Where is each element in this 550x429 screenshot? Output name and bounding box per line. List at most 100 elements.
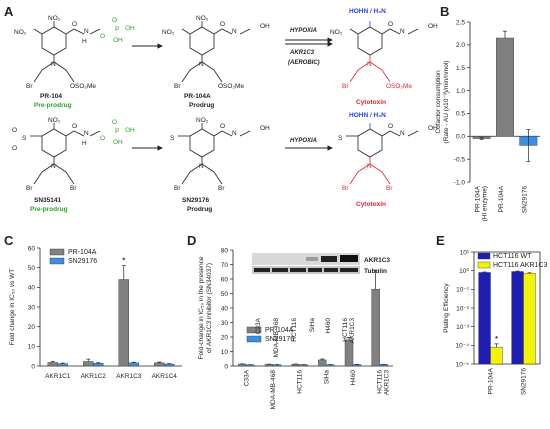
- y-tick-label: 60: [221, 276, 229, 283]
- legend-label-hct116-akr1c3: HCT116 AKR1C3: [493, 262, 547, 269]
- svg-text:NO₂: NO₂: [162, 29, 175, 36]
- y-tick-label: 70: [221, 262, 229, 269]
- svg-text:N: N: [199, 61, 204, 68]
- chart-cofactor-consumption: -1.0 -0.5 0.0 0.5 1.0 1.5 2.0 2.5 Cofactor consu…: [435, 19, 540, 221]
- bar-pr-104a-akr1c4: [154, 362, 165, 367]
- svg-text:H: H: [82, 38, 87, 45]
- blot-lane-label-hct116: HCT116: [291, 318, 298, 342]
- bar-hct116-wt-sn29176: [511, 271, 524, 365]
- blot-bands-tubulin: [254, 268, 358, 272]
- legend-label-hct116-wt: HCT116 WT: [493, 253, 532, 260]
- blot-label-akr1c3: AKR1C3: [364, 257, 390, 264]
- svg-text:OH: OH: [125, 25, 135, 32]
- svg-text:O: O: [112, 119, 117, 126]
- svg-text:OH: OH: [428, 23, 438, 30]
- legend-swatch-sn29176: [49, 257, 65, 265]
- structure-cytotoxin2: [346, 123, 419, 185]
- y-tick-label: 0.5: [456, 111, 465, 118]
- svg-text:N: N: [51, 61, 56, 68]
- y-tick-label: 0: [31, 363, 35, 370]
- bar-sn29176-akr1c3: [128, 362, 139, 367]
- y-axis-label: of AKR1C3 inhibitor (SN34037): [206, 263, 213, 353]
- svg-text:Br: Br: [26, 83, 33, 90]
- svg-text:O: O: [72, 21, 77, 28]
- bar-pr-104a-akr1c2: [83, 361, 94, 367]
- y-tick-label: 10⁰: [459, 267, 469, 275]
- blot-label-tubulin: Tubulin: [364, 268, 387, 275]
- panel-e-label: E: [436, 233, 445, 248]
- svg-text:OH: OH: [428, 125, 438, 132]
- arrow-pr104a-to-cytotoxin: HYPOXIA AKR1C3 (AEROBIC): [285, 28, 333, 66]
- legend-label-sn29176: SN29176: [68, 258, 97, 265]
- bar-pr-104a-akr1c1: [47, 362, 58, 367]
- blot-lane-label-siha: SiHa: [309, 318, 316, 332]
- structure-pr104a-labels: NO₂ NO₂ N O OH N Br OSO₂Me: [162, 15, 270, 90]
- sn35141-name: SN35141: [34, 197, 61, 204]
- bar-hct116-akr1c3-pr-104a: [490, 346, 503, 365]
- x-tick-label-hct116-akr1c3: AKR1C3: [384, 370, 391, 396]
- x-tick-label-pr-104a: PR-104A: [488, 367, 495, 394]
- svg-text:NO₂: NO₂: [48, 15, 61, 22]
- svg-text:H: H: [82, 140, 87, 147]
- pr104a-name: PR-104A: [184, 93, 211, 100]
- pr104-name: PR-104: [40, 93, 62, 100]
- structure-sn29176-labels: NO₂ S N O OH N Br Br: [170, 117, 270, 192]
- structure-pr104-labels: NO₂ NO₂ N O H N Br OSO₂Me P O OH O OH: [14, 15, 135, 90]
- legend-swatch-pr-104a: [246, 326, 262, 334]
- svg-text:N: N: [232, 130, 237, 137]
- svg-text:O: O: [112, 17, 117, 24]
- legend-label-pr-104a: PR-104A: [68, 249, 97, 256]
- svg-text:N: N: [367, 61, 372, 68]
- y-tick-label: 60: [28, 245, 36, 252]
- svg-text:Br: Br: [70, 185, 77, 192]
- structure-pr104: [33, 21, 101, 83]
- svg-text:N: N: [84, 28, 89, 35]
- svg-text:S: S: [338, 135, 343, 142]
- x-tick-label-hct116: HCT116: [297, 370, 304, 394]
- y-tick-label: 80: [221, 247, 229, 254]
- x-tick-label-h460: H460: [350, 370, 357, 386]
- legend-label-sn29176: SN29176: [265, 336, 294, 343]
- svg-text:Br: Br: [174, 83, 181, 90]
- svg-text:O: O: [72, 123, 77, 130]
- bar-hct116-wt-pr-104a: [478, 272, 491, 365]
- x-tick-label-akr1c4: AKR1C4: [152, 373, 178, 380]
- y-tick-label: 10⁻³: [456, 324, 470, 331]
- y-tick-label: 2.0: [456, 42, 465, 49]
- bar-pr-104a-akr1c3: [118, 279, 129, 367]
- svg-text:OSO₂Me: OSO₂Me: [386, 83, 412, 90]
- y-tick-label: 1.0: [456, 88, 465, 95]
- legend-label-pr-104a: PR-104A: [265, 327, 294, 334]
- panel-d-label: D: [187, 233, 196, 248]
- structure-sn35141-labels: NO₂ S O O N O H N Br Br P O OH O OH: [12, 117, 135, 192]
- svg-text:Br: Br: [386, 185, 393, 192]
- svg-text:N: N: [51, 163, 56, 170]
- svg-text:N: N: [84, 130, 89, 137]
- svg-text:P: P: [115, 26, 119, 33]
- legend-swatch-hct116-wt: [477, 252, 491, 260]
- y-axis-label: (Rate - AU (x10⁻³)/min/nmol): [443, 61, 450, 144]
- x-tick-label-pr-104a-hi-enzyme: PR-104A: [475, 185, 482, 212]
- svg-text:Br: Br: [26, 185, 33, 192]
- y-tick-label: 30: [28, 304, 36, 311]
- svg-text:S: S: [170, 135, 175, 142]
- y-axis-label: Plating Efficiency: [443, 283, 450, 333]
- y-tick-label: -1.0: [454, 179, 466, 186]
- sn29176-role: Prodrug: [187, 206, 212, 213]
- svg-text:O: O: [100, 33, 105, 40]
- blot-lane-label-hct116-akr1c3: AKR1C3: [349, 318, 356, 344]
- y-tick-label: 20: [28, 324, 36, 331]
- x-tick-label-sn29176: SN29176: [521, 186, 528, 213]
- panel-a-label: A: [4, 4, 14, 19]
- svg-text:OH: OH: [260, 125, 270, 132]
- svg-text:HYPOXIA: HYPOXIA: [290, 138, 317, 144]
- svg-text:OSO₂Me: OSO₂Me: [70, 83, 96, 90]
- x-tick-label-pr-104a: PR-104A: [498, 185, 505, 212]
- svg-text:N: N: [232, 28, 237, 35]
- bar-sn29176-akr1c4: [164, 363, 175, 367]
- sn35141-role: Pre-prodrug: [30, 206, 68, 213]
- bar-pr-104a-hct116-akr1c3: [371, 288, 380, 367]
- svg-text:O: O: [100, 135, 105, 142]
- x-tick-label-siha: SiHa: [323, 370, 330, 384]
